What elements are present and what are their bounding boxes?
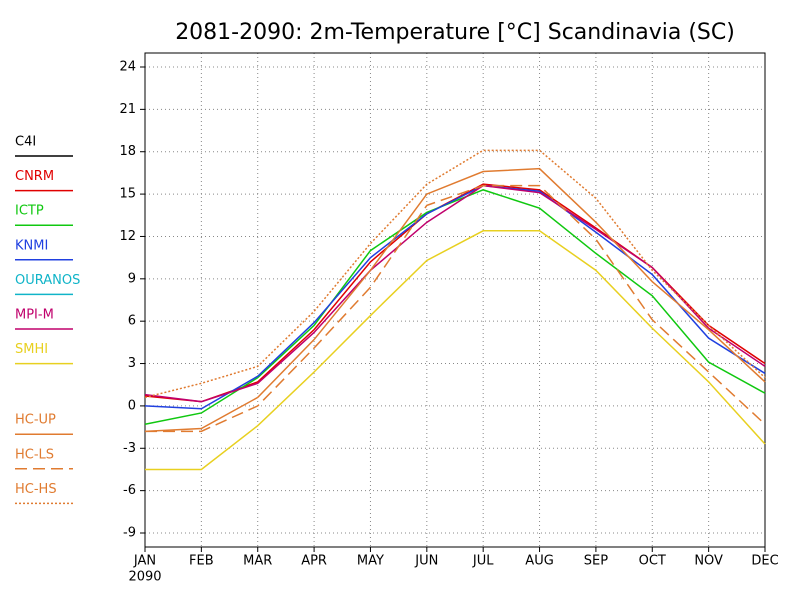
y-tick-label: -9 [123, 526, 136, 541]
y-tick-label: -6 [123, 483, 136, 498]
y-tick-label: 21 [119, 102, 136, 117]
x-tick-label: DEC [751, 554, 778, 569]
legend-label: ICTP [15, 204, 44, 219]
legend-label: OURANOS [15, 273, 80, 288]
legend-label: MPI-M [15, 308, 54, 323]
x-tick-label: MAY [357, 554, 384, 569]
series-line [144, 149, 766, 399]
series-line [145, 230, 766, 471]
legend-label: SMHI [15, 342, 48, 357]
legend-label: C4I [15, 135, 36, 150]
plot-frame [144, 52, 766, 548]
legend-label: HC-UP [15, 413, 56, 428]
legend-label: CNRM [15, 169, 54, 184]
x-tick-label: APR [301, 554, 327, 569]
y-tick-label: 18 [119, 144, 136, 159]
series-line [144, 184, 766, 410]
legend-label: HC-HS [15, 482, 57, 497]
series-line [144, 189, 766, 426]
series-line [144, 167, 766, 433]
y-tick-label: 24 [119, 60, 136, 75]
y-tick-label: 12 [119, 229, 136, 244]
legend-label: HC-LS [15, 447, 54, 462]
x-tick-label: MAR [243, 554, 272, 569]
x-tick-label: SEP [584, 554, 608, 569]
legend-label: KNMI [15, 238, 48, 253]
year-label: 2090 [128, 570, 161, 585]
series-line [144, 184, 766, 403]
y-tick-label: 6 [128, 314, 136, 329]
x-tick-label: NOV [694, 554, 723, 569]
chart-title: 2081-2090: 2m-Temperature [°C] Scandinav… [175, 20, 735, 45]
x-tick-label: AUG [525, 554, 553, 569]
y-tick-label: 3 [128, 356, 136, 371]
y-tick-label: -3 [123, 441, 136, 456]
series-line [145, 184, 766, 433]
x-tick-label: OCT [639, 554, 666, 569]
y-tick-label: 15 [119, 187, 136, 202]
x-tick-label: FEB [189, 554, 214, 569]
y-tick-label: 9 [128, 271, 136, 286]
x-tick-label: JUL [472, 554, 494, 569]
x-tick-label: JUN [414, 554, 438, 569]
series-line [144, 183, 766, 403]
y-tick-label: 0 [128, 398, 136, 413]
x-tick-label: JAN [133, 554, 156, 569]
